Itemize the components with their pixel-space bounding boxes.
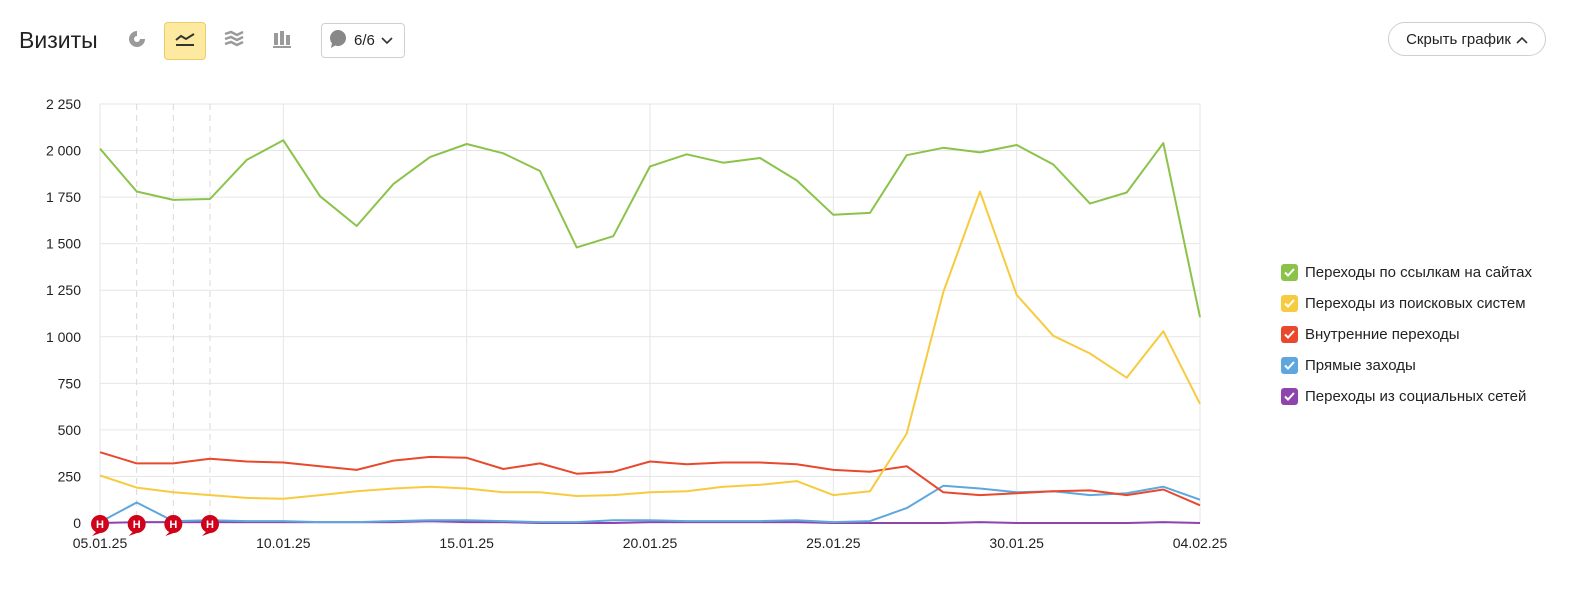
note-marker-label: Н: [206, 519, 214, 531]
y-tick-label: 2 000: [46, 143, 81, 159]
y-tick-label: 1 500: [46, 236, 81, 252]
note-marker[interactable]: Н: [91, 515, 109, 536]
note-marker[interactable]: Н: [127, 515, 146, 536]
notes-count: 6/6: [354, 32, 375, 49]
note-marker-label: Н: [133, 519, 141, 531]
y-tick-label: 750: [58, 375, 82, 391]
note-marker-label: Н: [169, 519, 177, 531]
line-chart-button[interactable]: [164, 22, 206, 60]
y-tick-label: 250: [58, 468, 82, 484]
x-tick-label: 04.02.25: [1173, 535, 1228, 551]
bar-chart-button[interactable]: [261, 22, 303, 60]
x-tick-label: 15.01.25: [439, 535, 494, 551]
line-chart: Н Н Н Н 2 250 2 000 1 750 1 500 1 250 1 000 750 50…: [46, 96, 1228, 551]
x-axis-labels: 05.01.25 10.01.25 15.01.25 20.01.25 25.01.25…: [73, 535, 1228, 551]
pie-chart-button[interactable]: [116, 22, 158, 60]
series-line[interactable]: [99, 139, 1201, 318]
y-tick-label: 500: [58, 422, 82, 438]
y-axis-labels: 2 250 2 000 1 750 1 500 1 250 1 000 750 500 250 0: [46, 96, 81, 531]
y-tick-label: 2 250: [46, 96, 81, 112]
chart-series: [99, 139, 1201, 524]
legend-label: Переходы из социальных сетей: [1305, 388, 1527, 405]
area-chart-button[interactable]: [213, 22, 255, 60]
hide-chart-label: Скрыть график: [1406, 30, 1511, 48]
chevron-up-icon: [1516, 31, 1528, 48]
legend-item[interactable]: Внутренние переходы: [1281, 319, 1532, 350]
area-chart-icon: [223, 29, 245, 54]
chart-grid: [99, 103, 1201, 524]
checkbox-checked-icon[interactable]: [1281, 264, 1298, 281]
checkbox-checked-icon[interactable]: [1281, 357, 1298, 374]
chevron-down-icon: [381, 32, 393, 49]
x-tick-label: 25.01.25: [806, 535, 861, 551]
chart-legend: Переходы по ссылкам на сайтах Переходы из…: [1281, 257, 1532, 412]
checkbox-checked-icon[interactable]: [1281, 326, 1298, 343]
note-marker-label: Н: [96, 519, 104, 531]
note-marker[interactable]: Н: [201, 515, 219, 536]
note-marker[interactable]: Н: [164, 515, 183, 536]
x-tick-label: 10.01.25: [256, 535, 311, 551]
bar-chart-icon: [271, 29, 293, 54]
pie-chart-icon: [127, 29, 147, 54]
series-line[interactable]: [99, 451, 1201, 507]
series-line[interactable]: [99, 190, 1201, 500]
y-tick-label: 1 750: [46, 189, 81, 205]
legend-item[interactable]: Переходы из поисковых систем: [1281, 288, 1532, 319]
legend-item[interactable]: Переходы по ссылкам на сайтах: [1281, 257, 1532, 288]
y-tick-label: 1 250: [46, 282, 81, 298]
x-tick-label: 05.01.25: [73, 535, 128, 551]
x-tick-label: 30.01.25: [989, 535, 1044, 551]
checkbox-checked-icon[interactable]: [1281, 388, 1298, 405]
checkbox-checked-icon[interactable]: [1281, 295, 1298, 312]
hide-chart-button[interactable]: Скрыть график: [1388, 22, 1546, 56]
comment-icon: [328, 29, 348, 53]
y-tick-label: 1 000: [46, 329, 81, 345]
y-tick-label: 0: [73, 515, 81, 531]
x-tick-label: 20.01.25: [623, 535, 678, 551]
legend-item[interactable]: Прямые заходы: [1281, 350, 1532, 381]
legend-label: Переходы по ссылкам на сайтах: [1305, 264, 1532, 281]
legend-item[interactable]: Переходы из социальных сетей: [1281, 381, 1532, 412]
chart-title: Визиты: [19, 27, 98, 53]
notes-dropdown[interactable]: 6/6: [321, 23, 405, 58]
line-chart-icon: [174, 29, 196, 54]
legend-label: Переходы из поисковых систем: [1305, 295, 1526, 312]
legend-label: Прямые заходы: [1305, 357, 1416, 374]
legend-label: Внутренние переходы: [1305, 326, 1460, 343]
